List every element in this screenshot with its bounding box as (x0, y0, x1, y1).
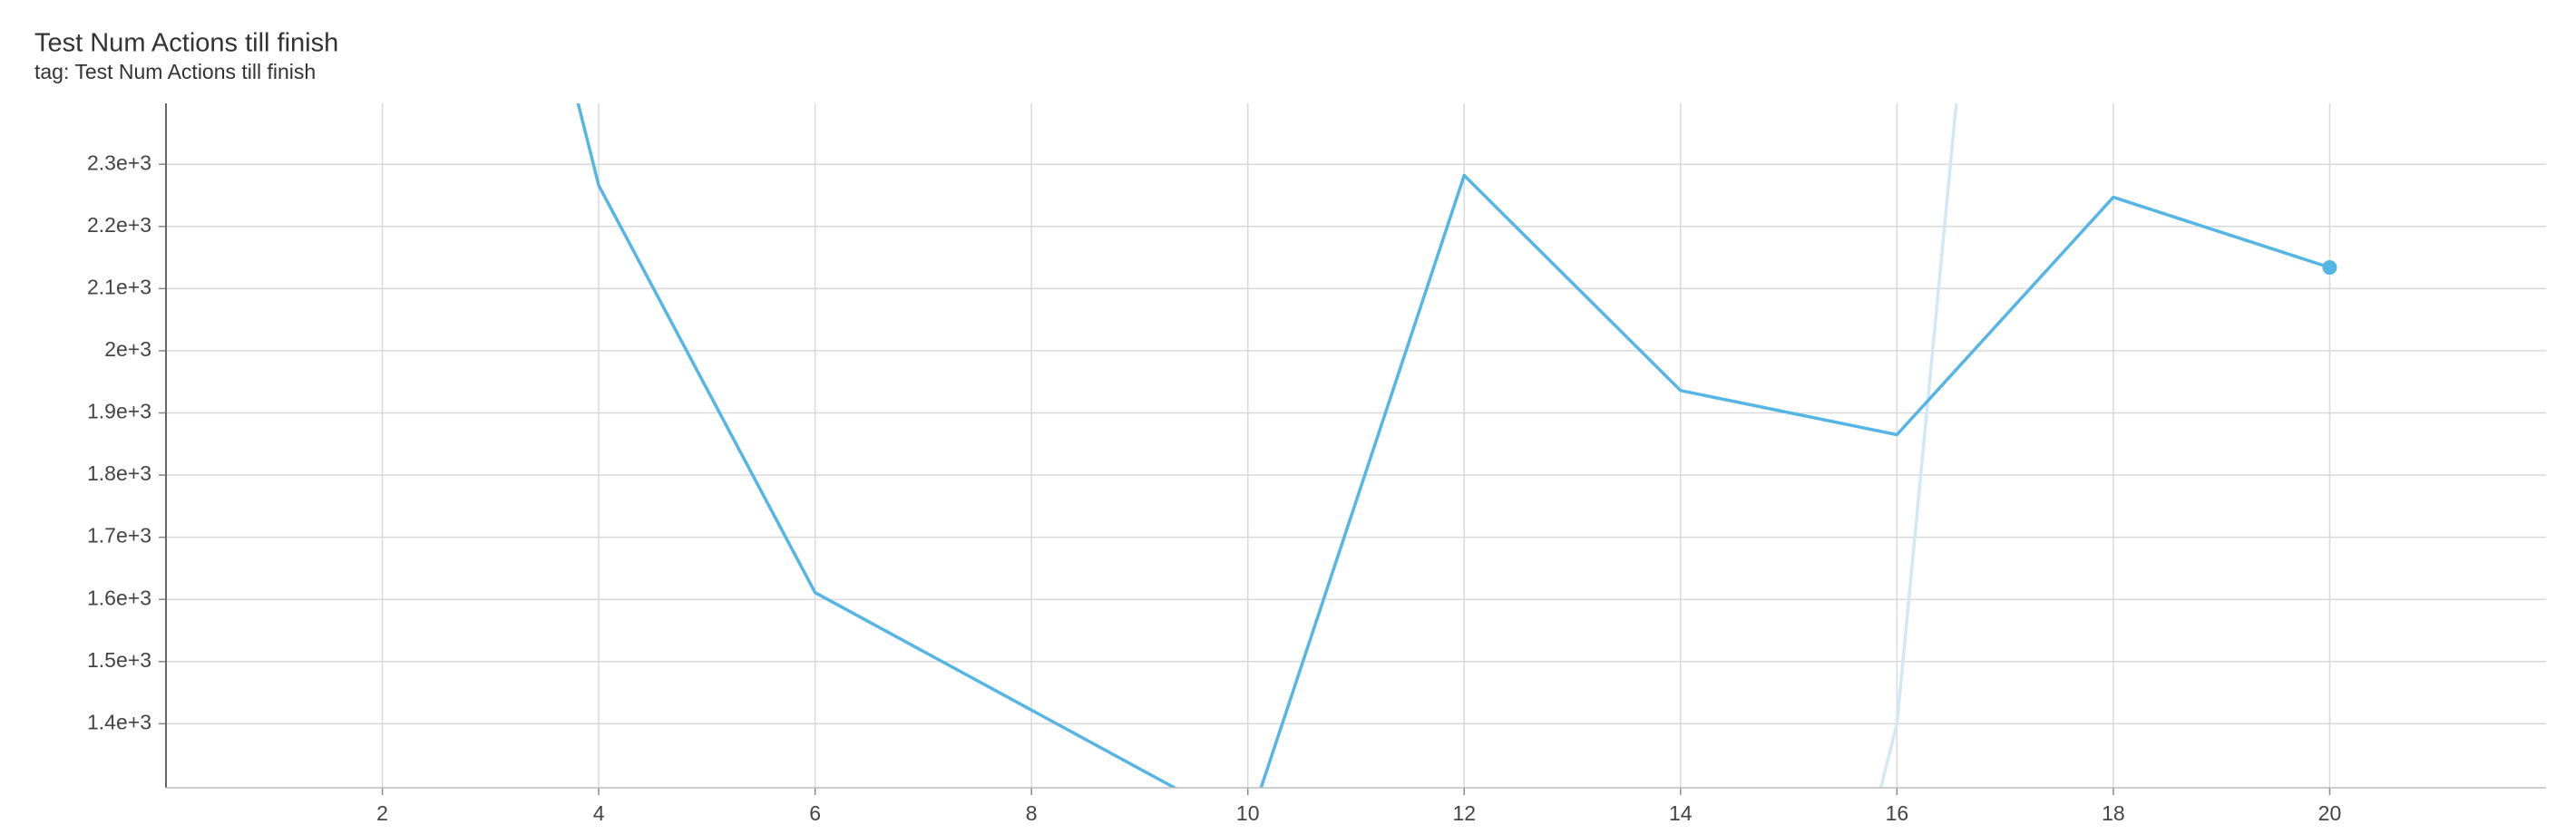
chart-subtitle: tag: Test Num Actions till finish (34, 60, 316, 83)
y-tick-label: 1.9e+3 (87, 400, 151, 423)
grid: 1.4e+3 1.5e+3 1.6e+3 1.7e+3 1.8e+3 1.9e+3 2e+3… (87, 103, 2546, 825)
y-tick-label: 1.7e+3 (87, 524, 151, 548)
y-tick-label: 1.8e+3 (87, 461, 151, 485)
x-tick-label: 6 (809, 801, 821, 825)
x-tick-label: 8 (1026, 801, 1038, 825)
x-tick-label: 20 (2318, 801, 2342, 825)
y-tick-label: 2e+3 (104, 337, 151, 361)
x-tick-label: 18 (2102, 801, 2125, 825)
plot-area (576, 103, 2337, 788)
x-tick-label: 4 (593, 801, 605, 825)
y-tick-label: 2.1e+3 (87, 275, 151, 298)
y-tick-label: 2.3e+3 (87, 150, 151, 174)
chart-title: Test Num Actions till finish (34, 29, 338, 58)
x-tick-label: 2 (376, 801, 388, 825)
series-line (576, 103, 2330, 788)
x-tick-label: 12 (1452, 801, 1476, 825)
x-tick-label: 16 (1886, 801, 1909, 825)
last-point (2322, 260, 2337, 276)
x-tick-label: 14 (1669, 801, 1693, 825)
x-tick-label: 10 (1236, 801, 1260, 825)
y-tick-label: 2.2e+3 (87, 213, 151, 237)
y-tick-label: 1.6e+3 (87, 586, 151, 609)
y-tick-label: 1.4e+3 (87, 710, 151, 733)
y-tick-label: 1.5e+3 (87, 648, 151, 672)
series-line (1878, 103, 1958, 788)
